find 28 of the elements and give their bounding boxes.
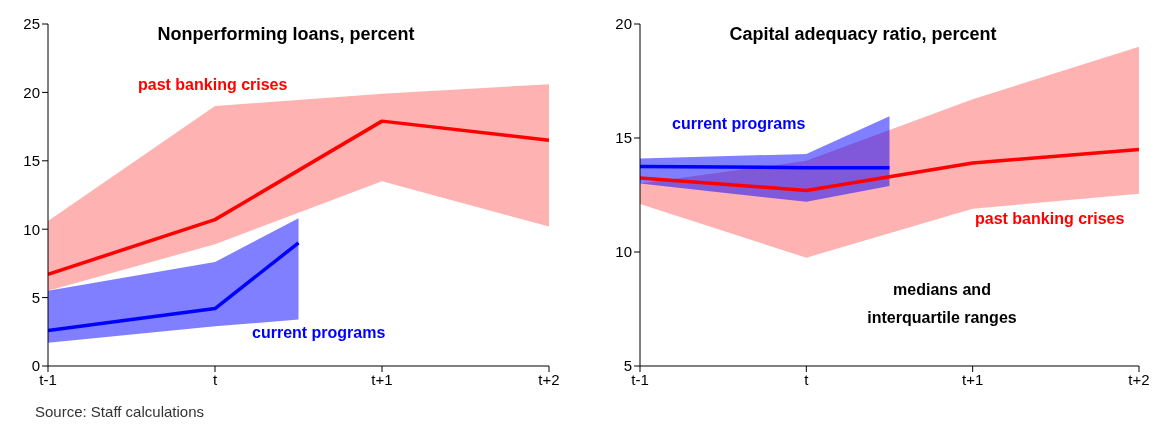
chart-title: Capital adequacy ratio, percent — [729, 24, 997, 45]
y-tick-label: 0 — [31, 357, 40, 375]
y-tick-label: 10 — [615, 243, 632, 261]
x-tick-label: t+2 — [538, 370, 560, 388]
x-tick-label: t — [804, 370, 810, 388]
text: current programs — [672, 115, 806, 133]
y-tick-label: 5 — [623, 357, 632, 375]
chart-title: Nonperforming loans, percent — [157, 24, 415, 45]
line-series — [640, 147, 1139, 193]
x-tick-label: t-1 — [631, 370, 649, 388]
x-tick-label: t+2 — [1128, 370, 1150, 388]
y-tick-label: 10 — [23, 220, 40, 238]
x-tick-label: t-1 — [39, 370, 57, 388]
y-tick-label: 15 — [23, 152, 40, 170]
text: current programs — [252, 324, 386, 342]
line-series — [48, 119, 549, 277]
y-tick-label: 25 — [23, 15, 40, 33]
y-tick-label: 20 — [23, 83, 40, 101]
x-tick-label: t+1 — [371, 370, 393, 388]
y-tick-label: 15 — [615, 129, 632, 147]
text: past banking crises — [138, 76, 288, 94]
x-tick-label: t+1 — [962, 370, 984, 388]
text: past banking crises — [975, 210, 1125, 228]
y-tick-label: 5 — [31, 288, 40, 306]
y-tick-label: 20 — [615, 15, 632, 33]
source-note: Source: Staff calculations — [35, 402, 205, 422]
x-tick-label: t — [212, 370, 218, 388]
annotation: medians and interquartile ranges — [866, 280, 1018, 328]
